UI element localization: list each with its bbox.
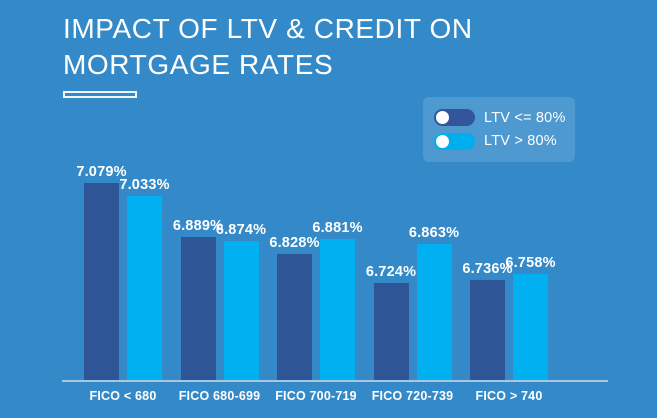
bar-wrap: 6.889% [173, 218, 223, 380]
plot-area: 7.079% 7.033% 6.889% 6.874% 6.828% 6.881% 6.72… [62, 164, 608, 380]
ltv-le-80-toggle[interactable] [434, 109, 475, 127]
bar-value-label: 6.874% [215, 222, 267, 238]
bar-ltv-gt-80 [223, 241, 259, 380]
bar-value-label: 6.881% [312, 220, 363, 236]
bar-group: 7.079% 7.033% [76, 164, 170, 380]
bar-ltv-le-80 [373, 283, 409, 380]
bar-value-label: 7.079% [76, 164, 127, 181]
bar-wrap: 6.758% [505, 255, 556, 380]
legend-item-ltv-le-80: LTV <= 80% [434, 109, 566, 127]
bar-wrap: 6.874% [216, 222, 266, 380]
bar-value-label: 7.033% [119, 177, 170, 194]
bar-group: 6.724% 6.863% [366, 225, 459, 380]
x-axis-line [62, 380, 608, 382]
bar-wrap: 6.828% [269, 235, 320, 380]
chart-title-line-1: IMPACT OF LTV & CREDIT ON [63, 13, 473, 44]
x-axis-labels: FICO < 680 FICO 680-699 FICO 700-719 FICO 7… [62, 389, 608, 403]
bar-value-label: 6.736% [462, 260, 513, 277]
bar-group: 6.889% 6.874% [173, 218, 266, 380]
chart-title-line-2: MORTGAGE RATES [63, 49, 334, 80]
bar-value-label: 6.758% [505, 254, 556, 271]
bar-ltv-le-80 [277, 253, 312, 380]
bar-group: 6.736% 6.758% [462, 255, 556, 380]
bar-ltv-le-80 [470, 279, 505, 380]
toggle-knob-icon [436, 134, 449, 148]
legend-item-ltv-gt-80: LTV > 80% [434, 132, 564, 150]
bar-value-label: 6.724% [365, 264, 417, 281]
toggle-knob-icon [436, 111, 449, 125]
bar-wrap: 7.033% [119, 177, 170, 380]
bar-wrap: 6.881% [312, 220, 363, 380]
bar-wrap: 6.736% [462, 261, 513, 380]
legend: LTV <= 80% LTV > 80% [423, 97, 575, 162]
x-axis-label: FICO < 680 [89, 389, 157, 403]
legend-label-ltv-gt-80: LTV > 80% [484, 133, 557, 150]
bar-value-label: 6.889% [172, 217, 224, 234]
bar-chart: 7.079% 7.033% 6.889% 6.874% 6.828% 6.881% 6.72… [62, 164, 608, 403]
bar-ltv-gt-80 [127, 196, 162, 380]
bar-ltv-gt-80 [513, 273, 548, 380]
bar-ltv-gt-80 [320, 239, 355, 380]
x-axis-label: FICO 720-739 [371, 389, 454, 403]
bar-ltv-gt-80 [416, 244, 452, 380]
bar-wrap: 7.079% [76, 164, 127, 380]
bar-group: 6.828% 6.881% [269, 220, 363, 380]
bar-ltv-le-80 [180, 236, 216, 380]
chart-title: IMPACT OF LTV & CREDIT ON MORTGAGE RATES [63, 11, 473, 83]
bar-wrap: 6.863% [409, 225, 459, 380]
bar-value-label: 6.828% [269, 234, 320, 251]
title-underline [63, 91, 137, 98]
x-axis-label: FICO > 740 [475, 389, 543, 403]
x-axis-label: FICO 680-699 [178, 389, 261, 403]
legend-label-ltv-le-80: LTV <= 80% [484, 109, 566, 126]
bar-value-label: 6.863% [408, 225, 460, 242]
ltv-gt-80-toggle[interactable] [434, 132, 475, 150]
bar-ltv-le-80 [84, 183, 119, 380]
bar-wrap: 6.724% [366, 264, 416, 380]
x-axis-label: FICO 700-719 [275, 389, 357, 403]
